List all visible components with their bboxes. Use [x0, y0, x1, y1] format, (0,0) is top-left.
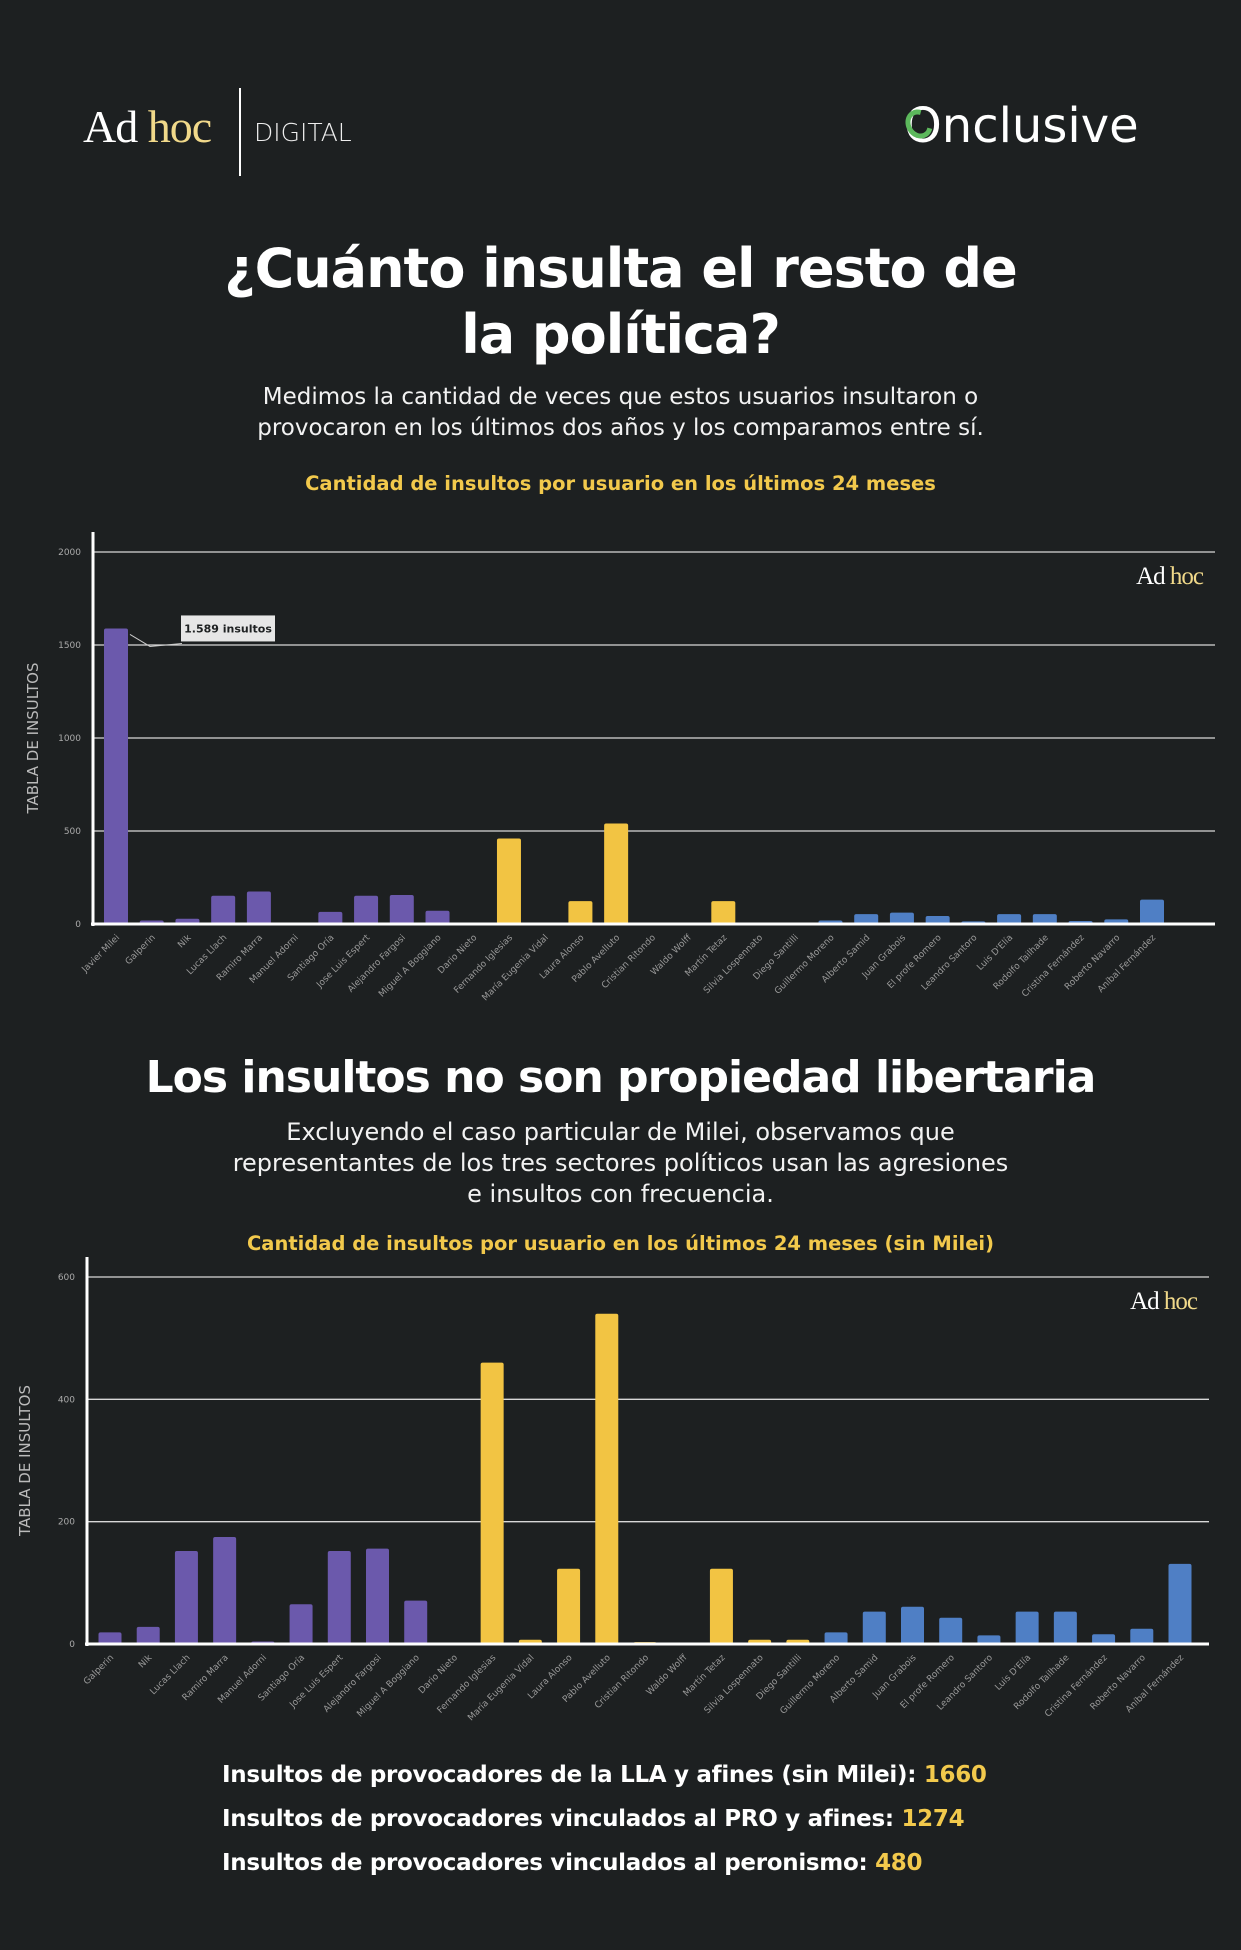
- bar: [997, 914, 1022, 924]
- y-tick-label: 1500: [58, 641, 81, 651]
- y-tick-label: 400: [58, 1395, 75, 1405]
- x-tick-label: Javier Milei: [80, 933, 122, 975]
- y-tick-label: 0: [69, 1640, 75, 1650]
- bar: [389, 894, 414, 924]
- bar: [595, 1313, 619, 1644]
- x-tick-label: Luis D'Elía: [994, 1653, 1034, 1693]
- summary-pro: Insultos de provocadores vinculados al P…: [222, 1806, 965, 1832]
- bar: [977, 1635, 1001, 1644]
- y-axis-label: TABLA DE INSULTOS: [16, 1385, 34, 1537]
- y-tick-label: 2000: [58, 548, 81, 558]
- summary-pro-label: Insultos de provocadores vinculados al P…: [222, 1806, 902, 1832]
- bar: [425, 910, 450, 924]
- adhoc-watermark: Ad hoc: [1130, 1288, 1198, 1315]
- bar: [889, 912, 914, 924]
- adhoc-logo-hoc: hoc: [147, 101, 212, 152]
- bar: [98, 1632, 122, 1644]
- bar: [104, 628, 128, 924]
- section2-title: Los insultos no son propiedad libertaria: [145, 1052, 1097, 1103]
- logo-divider: [239, 88, 241, 176]
- bar: [1053, 1611, 1077, 1644]
- section2-text-line3: e insultos con frecuencia.: [467, 1180, 774, 1208]
- x-tick-label: Nik: [176, 932, 194, 950]
- page-subtitle: Medimos la cantidad de veces que estos u…: [0, 382, 1241, 444]
- x-tick-label: Guillermo Moreno: [773, 933, 837, 997]
- subtitle-line1: Medimos la cantidad de veces que estos u…: [262, 384, 979, 410]
- x-tick-label: Nik: [137, 1652, 155, 1670]
- annotation-leader-line: [129, 634, 183, 647]
- summary-lla-label: Insultos de provocadores de la LLA y afi…: [222, 1762, 924, 1788]
- bar: [354, 895, 379, 924]
- summary-peronismo-value: 480: [875, 1850, 923, 1876]
- bar: [939, 1617, 963, 1644]
- onclusive-logo: Onclusive: [900, 98, 1139, 154]
- x-tick-label: Silvia Lospennato: [702, 933, 765, 996]
- bar: [480, 1362, 504, 1644]
- bar: [711, 901, 736, 924]
- bar: [862, 1611, 886, 1644]
- bar: [213, 1536, 237, 1644]
- annotation-label: 1.589 insultos: [184, 622, 272, 635]
- bar: [1130, 1628, 1154, 1644]
- y-axis-label: TABLA DE INSULTOS: [24, 662, 42, 814]
- bar: [404, 1600, 428, 1644]
- x-tick-label: María Eugenia Vidal: [466, 1653, 536, 1723]
- page-title: ¿Cuánto insulta el resto de la política?: [0, 236, 1241, 368]
- y-tick-label: 1000: [58, 734, 81, 744]
- subtitle-line2: provocaron en los últimos dos años y los…: [257, 415, 984, 441]
- bar: [246, 891, 271, 924]
- bar: [901, 1606, 924, 1644]
- summary-lla: Insultos de provocadores de la LLA y afi…: [222, 1762, 987, 1788]
- bar: [854, 914, 879, 924]
- y-tick-label: 200: [58, 1518, 75, 1528]
- summary-pro-value: 1274: [901, 1806, 965, 1832]
- x-tick-label: Miguel A Boggiano: [355, 1653, 422, 1720]
- summary-peronismo: Insultos de provocadores vinculados al p…: [222, 1850, 923, 1876]
- y-tick-label: 600: [58, 1273, 75, 1283]
- section2-text-line1: Excluyendo el caso particular de Milei, …: [286, 1118, 955, 1146]
- onclusive-logo-text: Onclusive: [904, 98, 1139, 154]
- bar: [289, 1604, 313, 1644]
- x-tick-label: Cristina Fernández: [1020, 933, 1087, 1000]
- x-tick-label: María Eugenia Vidal: [481, 933, 551, 1003]
- y-tick-label: 0: [75, 920, 81, 930]
- bar: [174, 1551, 198, 1644]
- bar: [1168, 1563, 1192, 1644]
- x-tick-label: Miguel A Boggiano: [377, 933, 444, 1000]
- adhoc-logo: Ad hoc: [83, 100, 212, 153]
- bar: [1032, 914, 1057, 924]
- x-tick-label: Galperin: [124, 933, 158, 967]
- page-title-line2: la política?: [461, 303, 781, 366]
- chart1: 0 500 1000 1500 2000 TABLA DE INSULTOS Ad hoc J…: [24, 532, 1215, 1003]
- bar: [568, 901, 593, 924]
- bar: [211, 895, 236, 924]
- section2-text-line2: representantes de los tres sectores polí…: [232, 1149, 1009, 1177]
- page-title-line1: ¿Cuánto insulta el resto de: [224, 237, 1017, 300]
- chart2: 0 200 400 600 TABLA DE INSULTOS Ad hoc Galperi…: [16, 1257, 1209, 1723]
- bar: [318, 911, 343, 924]
- bar: [496, 838, 521, 924]
- chart1-title: Cantidad de insultos por usuario en los …: [305, 472, 936, 495]
- bar: [366, 1548, 389, 1644]
- summary-lla-value: 1660: [923, 1762, 987, 1788]
- bar: [925, 916, 950, 924]
- bar: [557, 1568, 581, 1644]
- section2-text: Excluyendo el caso particular de Milei, …: [0, 1117, 1241, 1210]
- bar: [604, 823, 629, 924]
- bar: [136, 1626, 160, 1644]
- bar: [1015, 1611, 1039, 1644]
- bar: [1140, 899, 1164, 924]
- adhoc-logo-ad: Ad: [83, 101, 138, 152]
- adhoc-digital-label: DIGITAL: [254, 118, 352, 147]
- y-tick-label: 500: [64, 827, 81, 837]
- annotation-box: [181, 615, 275, 642]
- x-tick-label: Galperin: [82, 1653, 116, 1687]
- bar: [824, 1632, 848, 1644]
- bar: [709, 1568, 733, 1644]
- chart2-title: Cantidad de insultos por usuario en los …: [246, 1232, 995, 1255]
- bar: [1092, 1634, 1116, 1644]
- bar: [327, 1551, 351, 1644]
- summary-peronismo-label: Insultos de provocadores vinculados al p…: [222, 1850, 876, 1876]
- adhoc-watermark: Ad hoc: [1136, 563, 1204, 590]
